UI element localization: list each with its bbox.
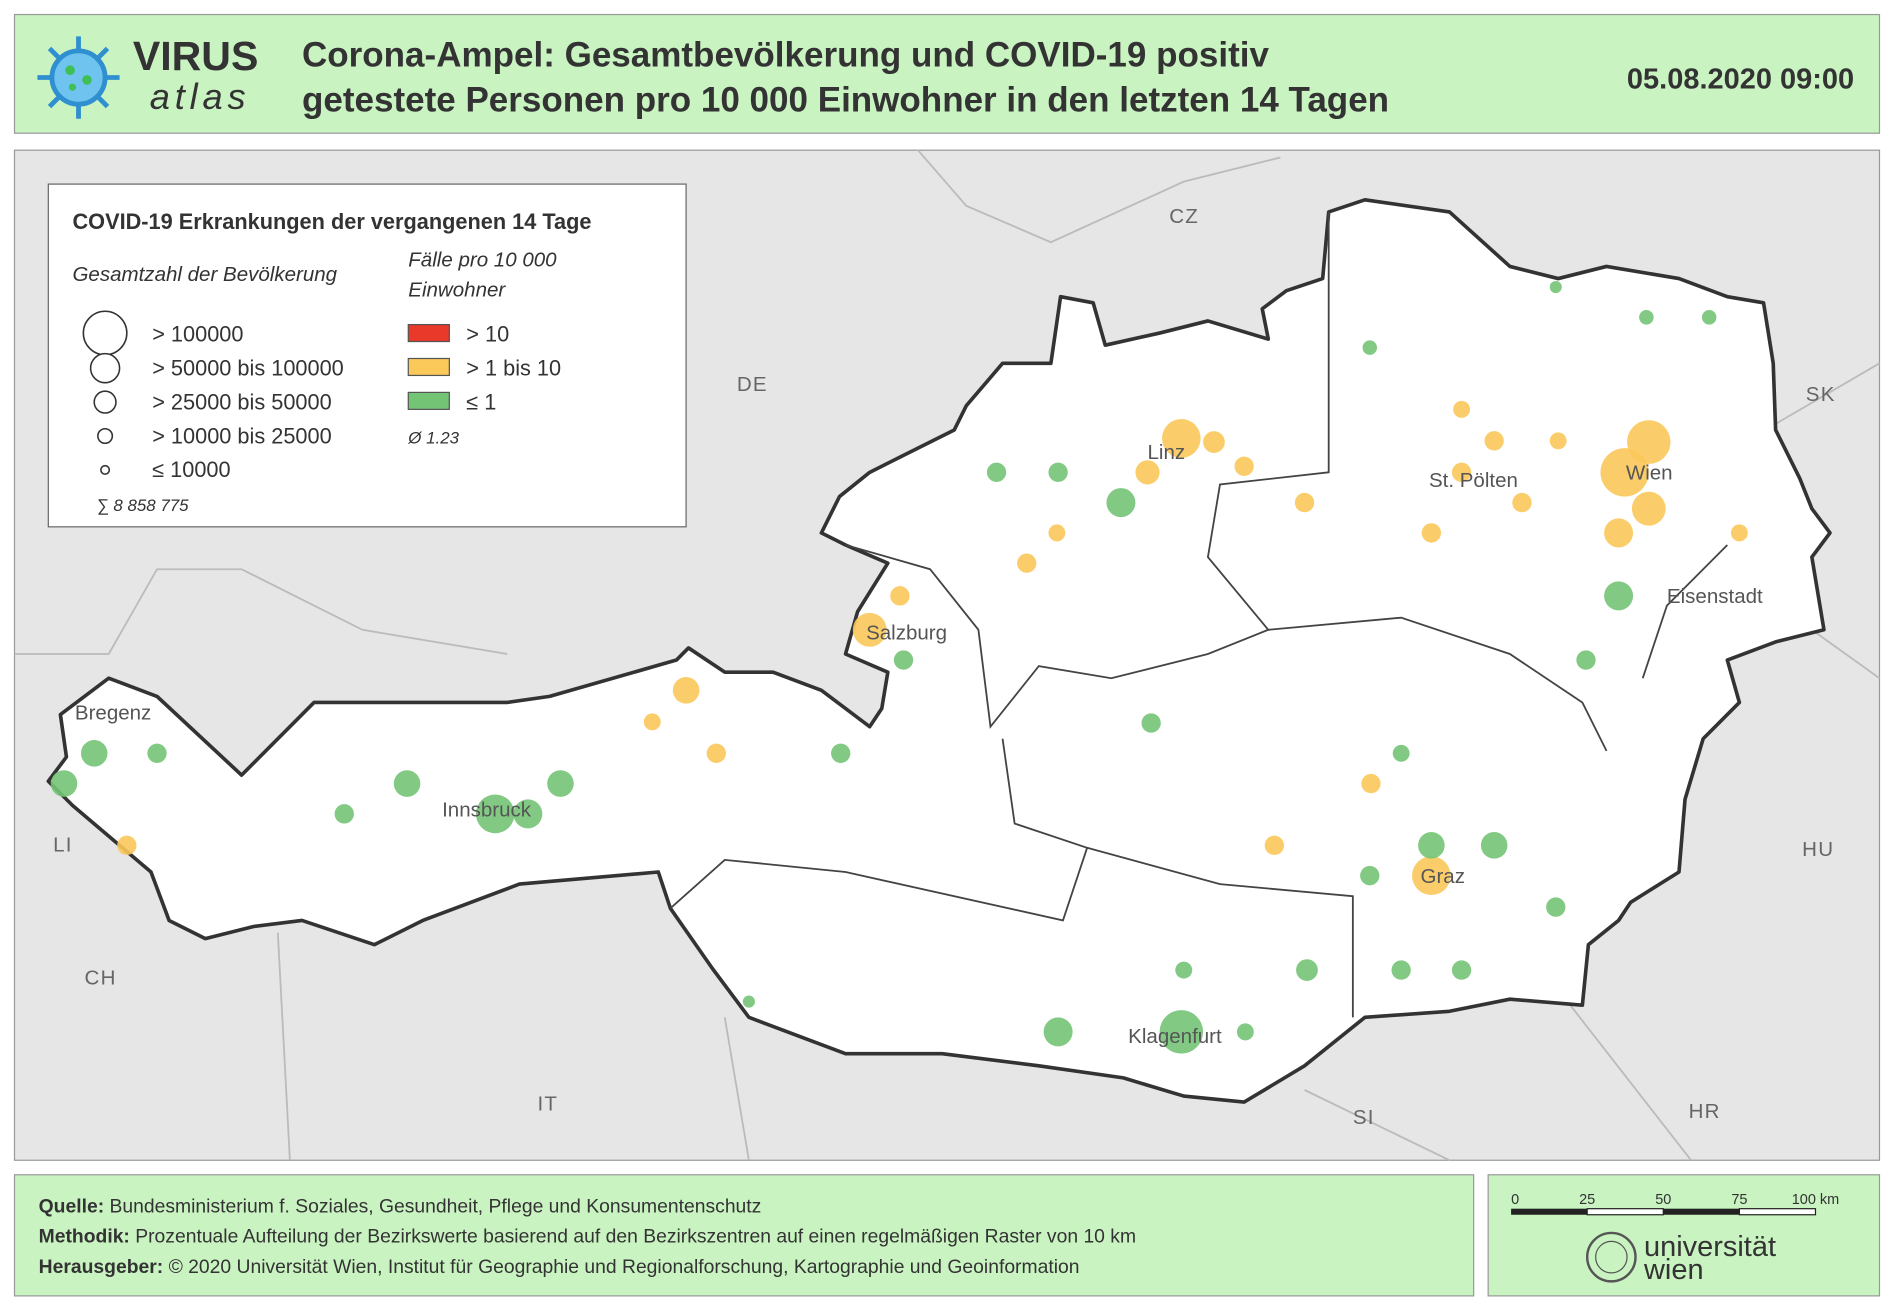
university-logo: universität [1644, 1231, 1776, 1263]
country-labels: CZ DE SK HU CH IT SI HR LI [53, 205, 1836, 1129]
legend-size-label: ≤ 10000 [152, 457, 230, 482]
header-box [13, 13, 1881, 134]
virus-logo [37, 36, 120, 119]
timestamp: 05.08.2020 09:00 [1627, 63, 1854, 95]
city-labels: Linz St. Pölten Wien Eisenstadt Salzburg… [75, 441, 1763, 1048]
footer-line: Quelle: Bundesministerium f. Soziales, G… [39, 1195, 762, 1217]
footer-box [13, 1174, 1475, 1297]
country-label: IT [538, 1093, 559, 1116]
university-seal [1595, 1240, 1628, 1274]
legend-heading: Einwohner [408, 279, 506, 302]
city-label: Bregenz [75, 701, 151, 724]
city-label: St. Pölten [1429, 469, 1518, 492]
city-label: Wien [1626, 462, 1673, 485]
legend-color-label: > 1 bis 10 [466, 355, 561, 380]
country-label: HR [1689, 1100, 1721, 1123]
legend-color-label: > 10 [466, 322, 509, 347]
scale-bar [1511, 1208, 1817, 1216]
legend-sizes: > 100000 > 50000 bis 100000 > 25000 bis 50… [152, 322, 344, 483]
legend-size-label: > 50000 bis 100000 [152, 355, 344, 380]
legend-average: Ø 1.23 [407, 428, 459, 447]
austria-outline [46, 198, 1832, 1104]
country-label: DE [737, 373, 768, 396]
footer-line: Herausgeber: © 2020 Universität Wien, In… [39, 1256, 1080, 1278]
scale-tick-label: 100 km [1792, 1192, 1839, 1208]
country-label: LI [53, 833, 73, 856]
legend-size-label: > 100000 [152, 322, 243, 347]
footer-line: Methodik: Prozentuale Aufteilung der Bez… [39, 1226, 1136, 1248]
footer-text: © 2020 Universität Wien, Institut für Ge… [169, 1256, 1080, 1278]
scale-box [1487, 1174, 1881, 1297]
footer-lines: Quelle: Bundesministerium f. Soziales, G… [39, 1195, 1136, 1278]
legend-swatch [407, 391, 450, 410]
title-line: Corona-Ampel: Gesamtbevölkerung und COVI… [302, 36, 1269, 75]
legend-title: COVID-19 Erkrankungen der vergangenen 14… [72, 209, 591, 234]
legend-size-label: > 25000 bis 50000 [152, 389, 331, 414]
scale-tick-label: 75 [1731, 1192, 1747, 1208]
footer-text: Prozentuale Aufteilung der Bezirkswerte … [135, 1226, 1136, 1248]
legend-swatch [407, 357, 450, 377]
state-borders [669, 211, 1728, 1018]
legend-colors: > 10 > 1 bis 10 ≤ 1 [407, 322, 561, 414]
footer-label: Herausgeber: [39, 1256, 164, 1278]
footer-text: Bundesministerium f. Soziales, Gesundhei… [110, 1195, 762, 1217]
scale-tick-label: 0 [1511, 1192, 1519, 1208]
legend-box [47, 183, 687, 528]
scale-tick-label: 50 [1655, 1192, 1671, 1208]
legend-size-label: > 10000 bis 25000 [152, 423, 331, 448]
city-label: Innsbruck [442, 798, 532, 821]
borders-neighbours [14, 149, 1881, 1162]
legend-heading: Gesamtzahl der Bevölkerung [72, 263, 337, 286]
title-line: getestete Personen pro 10 000 Einwohner … [302, 80, 1389, 119]
legend-color-label: ≤ 1 [466, 389, 496, 414]
legend-total: ∑ 8 858 775 [97, 496, 190, 515]
scale-tick-label: 25 [1579, 1192, 1595, 1208]
legend-heading: Fälle pro 10 000 [408, 248, 557, 271]
university-logo: wien [1643, 1254, 1704, 1286]
city-label: Salzburg [866, 621, 947, 644]
city-label: Klagenfurt [1128, 1025, 1222, 1048]
city-label: Linz [1148, 441, 1186, 464]
grid-dots [50, 280, 1748, 1054]
country-label: HU [1802, 838, 1834, 861]
university-seal [1585, 1231, 1637, 1283]
country-label: CZ [1169, 205, 1199, 228]
city-label: Eisenstadt [1667, 585, 1763, 608]
country-label: CH [85, 967, 117, 990]
country-label: SI [1353, 1106, 1375, 1129]
legend-swatch [407, 323, 450, 343]
scale-ticks: 0 25 50 75 100 km [1511, 1192, 1839, 1208]
logo-bottom: atlas [150, 76, 251, 117]
city-label: Graz [1421, 865, 1465, 888]
footer-label: Methodik: [39, 1226, 130, 1248]
country-label: SK [1806, 383, 1836, 406]
footer-label: Quelle: [39, 1195, 104, 1217]
logo-top: VIRUS [133, 33, 258, 79]
legend-size-symbols [82, 310, 128, 475]
